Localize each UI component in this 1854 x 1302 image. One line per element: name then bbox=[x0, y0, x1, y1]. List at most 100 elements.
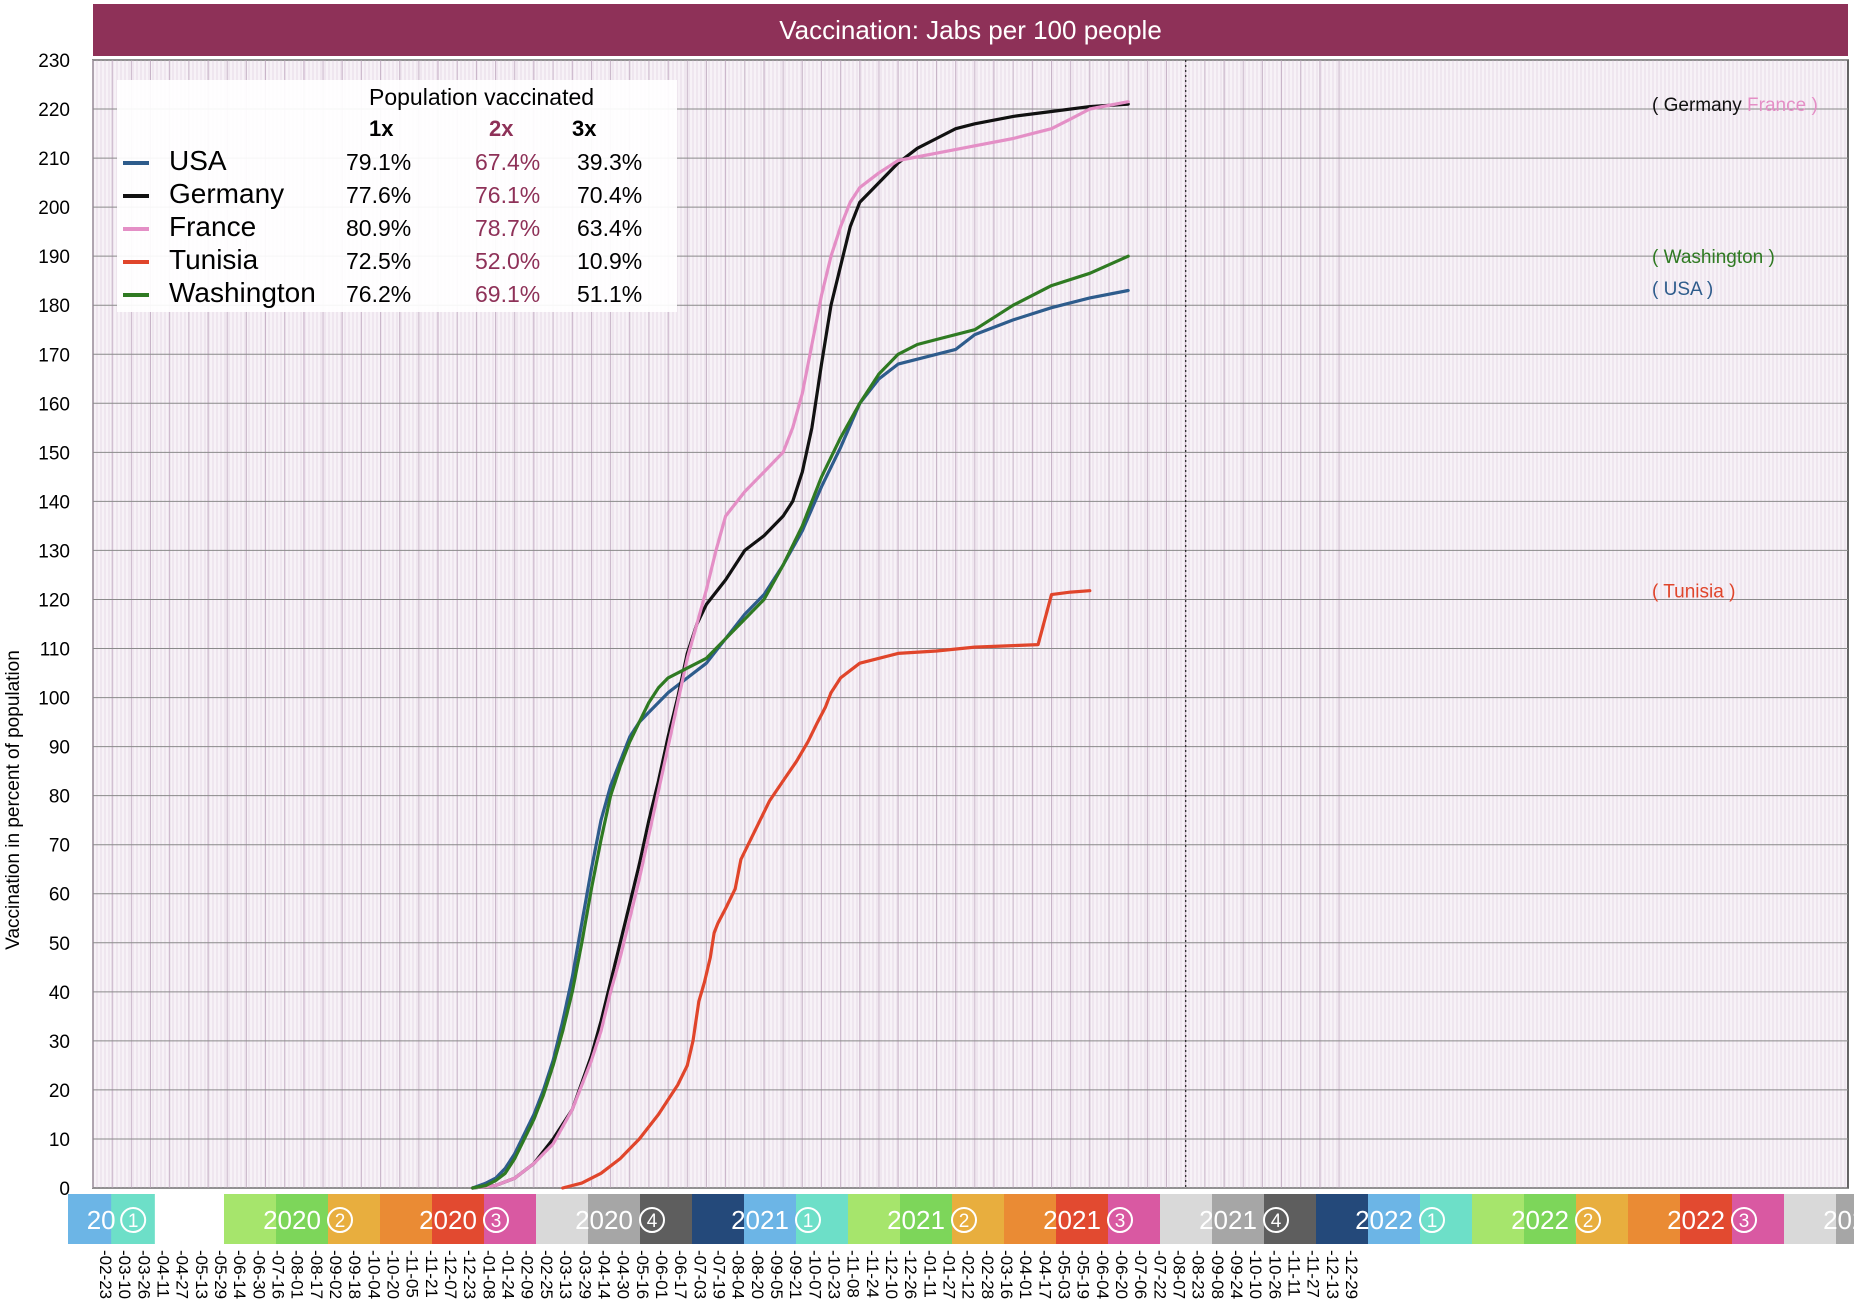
quarter-number-circle bbox=[1575, 1207, 1601, 1233]
x-tick-label: -09-18 bbox=[345, 1250, 364, 1299]
x-tick-label: -09-02 bbox=[326, 1250, 345, 1299]
quarter-segment bbox=[692, 1194, 745, 1244]
y-tick-label: 10 bbox=[49, 1130, 70, 1151]
x-tick-label: -02-09 bbox=[518, 1250, 537, 1299]
legend-series-name: Germany bbox=[169, 178, 285, 209]
y-tick-label: 150 bbox=[38, 443, 70, 464]
quarter-number-circle bbox=[639, 1207, 665, 1233]
end-label: ( Tunisia ) bbox=[1652, 582, 1735, 603]
quarter-number: 2 bbox=[959, 1211, 970, 1232]
quarter-segment bbox=[1784, 1194, 1837, 1244]
quarter-band: 20 1 2020 2 2020 3 2020 4 2021 1 2021 2 2021 3 2021 4 20… bbox=[68, 1194, 1854, 1244]
legend-value-v2: 67.4% bbox=[475, 149, 541, 175]
x-tick-label: -10-04 bbox=[364, 1250, 383, 1299]
quarter-number-circle bbox=[483, 1207, 509, 1233]
end-label: ( USA ) bbox=[1652, 279, 1713, 300]
quarter-number-circle bbox=[327, 1207, 353, 1233]
end-label-part: ) bbox=[1806, 95, 1818, 116]
x-tick-label: -06-14 bbox=[230, 1250, 249, 1299]
quarter-segment bbox=[1056, 1194, 1109, 1244]
quarter-segment bbox=[111, 1194, 155, 1244]
quarter-segment bbox=[484, 1194, 537, 1244]
quarter-number: 4 bbox=[647, 1211, 658, 1232]
x-tick-label: -01-27 bbox=[939, 1250, 958, 1299]
x-tick-label: -05-29 bbox=[211, 1250, 230, 1299]
x-tick-label: -04-30 bbox=[614, 1250, 633, 1299]
y-axis-label: Vaccination in percent of population bbox=[2, 640, 26, 960]
y-tick-label: 190 bbox=[38, 247, 70, 268]
x-tick-label: -06-01 bbox=[652, 1250, 671, 1299]
x-tick-label: -12-10 bbox=[882, 1250, 901, 1299]
legend-value-v2: 78.7% bbox=[475, 215, 541, 241]
end-label-part: ( Washington ) bbox=[1652, 247, 1775, 268]
quarter-segment bbox=[536, 1194, 589, 1244]
quarter-segment bbox=[1368, 1194, 1421, 1244]
y-tick-label: 140 bbox=[38, 492, 70, 513]
legend: Population vaccinated 1x 2x 3x USA 79.1% 6… bbox=[117, 80, 677, 312]
x-tick-label: -04-27 bbox=[173, 1250, 192, 1299]
x-tick-label: -09-08 bbox=[1208, 1250, 1227, 1299]
x-tick-label: -06-20 bbox=[1112, 1250, 1131, 1299]
quarter-segment bbox=[1316, 1194, 1369, 1244]
quarter-number: 3 bbox=[491, 1211, 502, 1232]
end-label: ( Washington ) bbox=[1652, 247, 1775, 268]
legend-col-3x: 3x bbox=[572, 116, 597, 141]
x-tick-label: -08-20 bbox=[748, 1250, 767, 1299]
quarter-segment bbox=[224, 1194, 277, 1244]
x-tick-label: -04-17 bbox=[1035, 1250, 1054, 1299]
y-tick-label: 90 bbox=[49, 738, 70, 759]
quarter-segment bbox=[380, 1194, 433, 1244]
quarter-segment bbox=[1160, 1194, 1213, 1244]
x-tick-label: -03-26 bbox=[134, 1250, 153, 1299]
series-line-washington bbox=[471, 254, 1130, 1190]
x-axis: -02-23 -03-10 -03-26 -04-11 -04-27 -05-13 -05-… bbox=[96, 1250, 1361, 1299]
end-labels: ( Germany France ) ( Washington ) ( USA ) (… bbox=[1652, 95, 1818, 603]
quarter-segment bbox=[744, 1194, 797, 1244]
x-tick-label: -10-26 bbox=[1265, 1250, 1284, 1299]
quarter-number: 2 bbox=[335, 1211, 346, 1232]
x-tick-label: -06-17 bbox=[671, 1250, 690, 1299]
quarter-segment bbox=[432, 1194, 485, 1244]
end-label-part: ( USA ) bbox=[1652, 279, 1713, 300]
quarter-segment bbox=[796, 1194, 849, 1244]
major-vertical-grid bbox=[92, 60, 1340, 1188]
x-tick-label: -07-03 bbox=[690, 1250, 709, 1299]
legend-value-v3: 39.3% bbox=[577, 149, 643, 175]
y-tick-label: 230 bbox=[38, 51, 70, 72]
quarter-segment bbox=[640, 1194, 693, 1244]
legend-value-v2: 76.1% bbox=[475, 182, 541, 208]
chart-title: Vaccination: Jabs per 100 people bbox=[93, 4, 1848, 56]
quarter-segment bbox=[1420, 1194, 1473, 1244]
quarter-number-circle bbox=[1263, 1207, 1289, 1233]
quarter-segment bbox=[68, 1194, 112, 1244]
x-tick-label: -03-10 bbox=[115, 1250, 134, 1299]
legend-row: France 80.9% 78.7% 63.4% bbox=[117, 211, 677, 244]
y-tick-label: 170 bbox=[38, 345, 70, 366]
x-tick-label: -02-28 bbox=[978, 1250, 997, 1299]
legend-value-v1: 76.2% bbox=[346, 281, 412, 307]
quarter-label: 2021 bbox=[1199, 1205, 1257, 1235]
legend-value-v3: 70.4% bbox=[577, 182, 643, 208]
legend-row: Washington 76.2% 69.1% 51.1% bbox=[117, 277, 677, 310]
x-tick-label: -05-16 bbox=[633, 1250, 652, 1299]
legend-value-v3: 51.1% bbox=[577, 281, 643, 307]
x-tick-label: -06-04 bbox=[1093, 1250, 1112, 1299]
quarter-segment bbox=[1680, 1194, 1733, 1244]
y-tick-label: 110 bbox=[40, 640, 70, 661]
quarter-label: 2021 bbox=[887, 1205, 945, 1235]
quarter-label: 2022 bbox=[1511, 1205, 1569, 1235]
legend-value-v1: 77.6% bbox=[346, 182, 412, 208]
y-tick-label: 120 bbox=[38, 590, 70, 611]
quarter-label: 20 bbox=[87, 1205, 116, 1235]
legend-series-name: France bbox=[169, 211, 257, 242]
quarter-segment bbox=[1524, 1194, 1577, 1244]
quarter-segment bbox=[1576, 1194, 1629, 1244]
quarter-label: 2020 bbox=[263, 1205, 321, 1235]
quarter-number-circle bbox=[1107, 1207, 1133, 1233]
quarter-number: 1 bbox=[128, 1211, 139, 1232]
x-tick-label: -11-11 bbox=[1285, 1250, 1304, 1297]
x-tick-label: -10-10 bbox=[1246, 1250, 1265, 1299]
x-tick-label: -02-25 bbox=[537, 1250, 556, 1299]
end-label-part: France bbox=[1747, 95, 1806, 116]
